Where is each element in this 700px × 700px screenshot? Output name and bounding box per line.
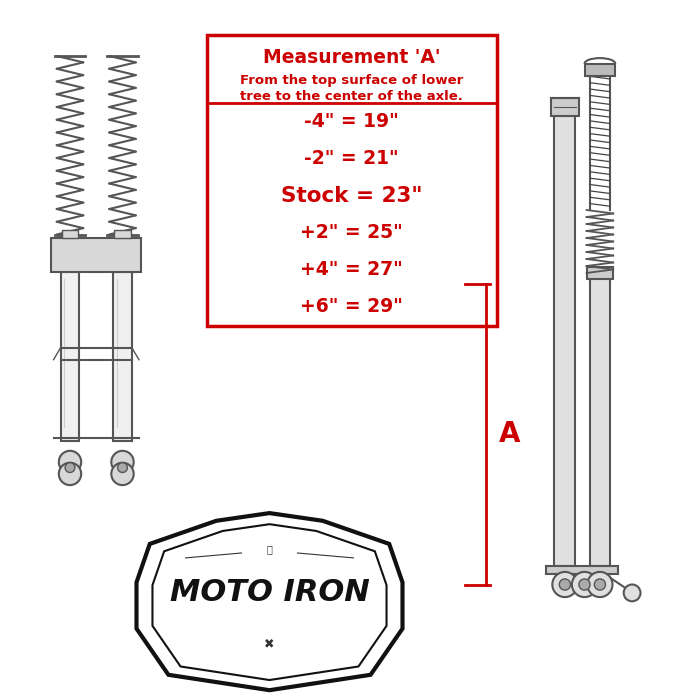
Bar <box>206 35 497 326</box>
Circle shape <box>118 463 127 473</box>
Circle shape <box>552 572 578 597</box>
Text: +6" = 29": +6" = 29" <box>300 298 403 316</box>
Text: -4" = 19": -4" = 19" <box>304 112 399 132</box>
Text: From the top surface of lower: From the top surface of lower <box>240 74 463 87</box>
Circle shape <box>572 572 597 597</box>
Bar <box>546 566 618 574</box>
Bar <box>61 272 80 441</box>
Bar <box>114 230 131 238</box>
Circle shape <box>624 584 641 601</box>
Bar <box>62 230 78 238</box>
Text: MOTO IRON: MOTO IRON <box>169 578 370 608</box>
Text: A: A <box>499 420 521 448</box>
Bar <box>587 267 613 279</box>
Polygon shape <box>153 524 386 680</box>
Text: +2" = 25": +2" = 25" <box>300 223 403 242</box>
Circle shape <box>65 463 75 473</box>
Text: -2" = 21": -2" = 21" <box>304 149 399 168</box>
Bar <box>51 238 141 272</box>
Text: Stock = 23": Stock = 23" <box>281 186 423 206</box>
Circle shape <box>559 579 570 590</box>
Text: ✖: ✖ <box>265 638 274 650</box>
Bar <box>584 64 615 76</box>
Text: Measurement 'A': Measurement 'A' <box>263 48 440 66</box>
Text: 🔧: 🔧 <box>267 545 272 554</box>
Circle shape <box>111 463 134 485</box>
Text: tree to the center of the axle.: tree to the center of the axle. <box>240 90 463 104</box>
Circle shape <box>579 579 590 590</box>
Bar <box>113 272 132 441</box>
Circle shape <box>59 451 81 473</box>
Circle shape <box>59 463 81 485</box>
Circle shape <box>594 579 606 590</box>
Circle shape <box>111 451 134 473</box>
Bar <box>554 116 575 566</box>
Circle shape <box>587 572 612 597</box>
Polygon shape <box>136 513 402 690</box>
Bar <box>551 98 579 116</box>
Bar <box>590 273 610 566</box>
Text: +4" = 27": +4" = 27" <box>300 260 403 279</box>
